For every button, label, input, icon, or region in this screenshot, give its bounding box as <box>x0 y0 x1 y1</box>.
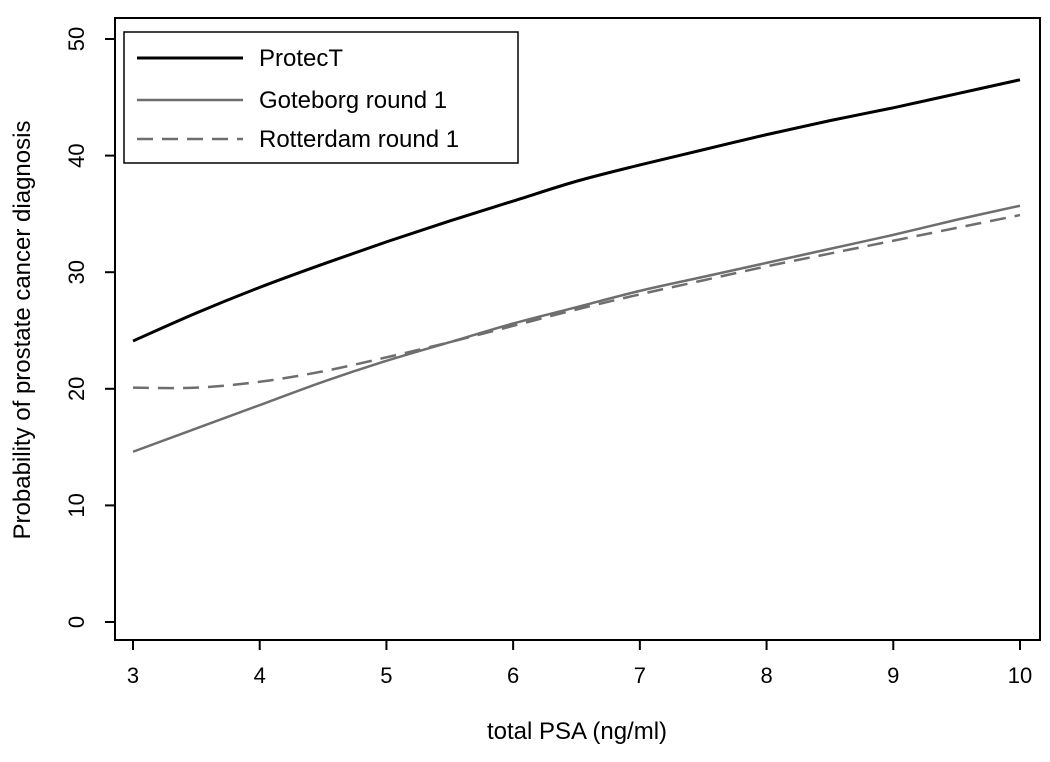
series-line-3 <box>132 213 1021 390</box>
x-axis-title: total PSA (ng/ml) <box>487 718 667 745</box>
legend: ProtecT Goteborg round 1 Rotterdam round 1 <box>123 31 519 164</box>
x-tick-label: 10 <box>1008 663 1032 688</box>
series-layer <box>132 78 1021 453</box>
x-tick-label: 4 <box>254 663 266 688</box>
y-axis-title: Probability of prostate cancer diagnosis <box>9 121 36 540</box>
x-tick-label: 9 <box>887 663 899 688</box>
x-tick-label: 7 <box>634 663 646 688</box>
y-tick-label: 40 <box>64 143 89 167</box>
y-tick-label: 20 <box>64 377 89 401</box>
y-tick-label: 50 <box>64 27 89 51</box>
series-line-2 <box>132 204 1021 453</box>
y-axis: 0 10 20 30 40 50 <box>64 27 115 628</box>
y-tick-label: 10 <box>64 493 89 517</box>
y-tick-label: 30 <box>64 260 89 284</box>
x-tick-label: 8 <box>760 663 772 688</box>
legend-box <box>123 31 519 164</box>
x-tick-label: 5 <box>380 663 392 688</box>
series-line-1 <box>132 78 1021 343</box>
x-axis: 3 4 5 6 7 8 9 10 <box>127 640 1032 688</box>
x-tick-label: 6 <box>507 663 519 688</box>
x-tick-label: 3 <box>127 663 139 688</box>
legend-label-3: Rotterdam round 1 <box>259 126 459 153</box>
legend-label-2: Goteborg round 1 <box>259 87 447 114</box>
legend-label-1: ProtecT <box>259 45 343 72</box>
plot-frame <box>114 17 1041 641</box>
y-tick-label: 0 <box>64 616 89 628</box>
